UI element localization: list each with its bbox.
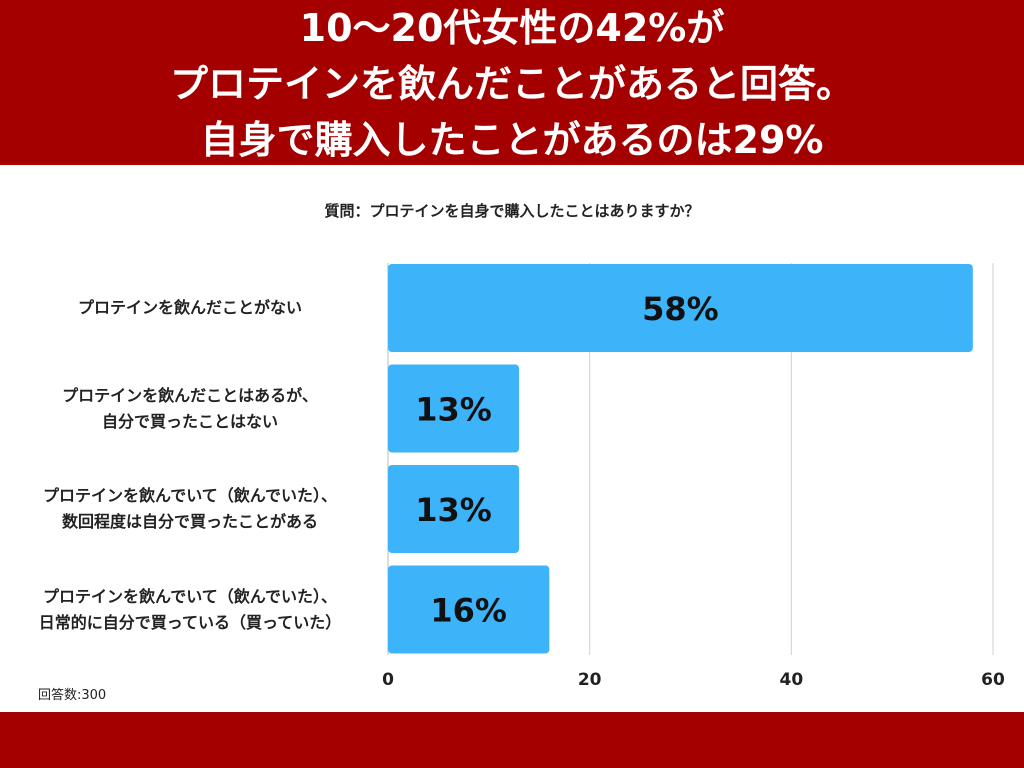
x-tick-label: 0 bbox=[382, 670, 394, 690]
category-label-3: プロテインを飲んでいて（飲んでいた）、 数回程度は自分で買ったことがある bbox=[0, 483, 380, 535]
bar-chart: 0 20 40 60 58% 13% 13% 16% bbox=[382, 263, 1005, 690]
category-label-4: プロテインを飲んでいて（飲んでいた）、 日常的に自分で買っている（買っていた） bbox=[0, 584, 380, 636]
footer-banner bbox=[0, 712, 1024, 768]
data-label-3: 13% bbox=[415, 491, 492, 529]
bar-4 bbox=[388, 565, 550, 654]
respondent-count: 回答数:300 bbox=[38, 688, 107, 703]
headline-line-2: プロテインを飲んだことがあると回答。 bbox=[169, 62, 854, 106]
category-label-line: プロテインを飲んでいて（飲んでいた）、 bbox=[43, 486, 337, 505]
category-label-line: 自分で買ったことはない bbox=[101, 411, 278, 431]
x-tick-label: 20 bbox=[578, 670, 602, 690]
data-label-1: 58% bbox=[642, 290, 719, 328]
bar-2 bbox=[388, 364, 520, 453]
x-tick-label: 40 bbox=[779, 670, 803, 690]
x-tick-label: 60 bbox=[981, 670, 1005, 690]
category-label-2: プロテインを飲んだことはあるが、 自分で買ったことはない bbox=[0, 383, 380, 435]
bar-1 bbox=[388, 264, 973, 352]
category-label-line: プロテインを飲んだことがない bbox=[77, 298, 302, 317]
headline-line-3: 自身で購入したことがあるのは29% bbox=[200, 118, 824, 162]
question-text: 質問：プロテインを自身で購入したことはありますか？ bbox=[324, 202, 700, 220]
headline-line-1: 10〜20代女性の42%が bbox=[299, 6, 725, 50]
bar-3 bbox=[388, 465, 520, 553]
category-label-line: プロテインを飲んだことはあるが、 bbox=[62, 385, 318, 405]
data-label-2: 13% bbox=[415, 391, 492, 429]
category-label-line: 日常的に自分で買っている（買っていた） bbox=[38, 612, 342, 632]
header-banner: 10〜20代女性の42%が プロテインを飲んだことがあると回答。 自身で購入した… bbox=[0, 0, 1024, 165]
category-label-1: プロテインを飲んだことがない bbox=[0, 295, 380, 321]
data-label-4: 16% bbox=[430, 592, 507, 630]
category-label-line: 数回程度は自分で買ったことがある bbox=[61, 512, 318, 531]
category-label-line: プロテインを飲んでいて（飲んでいた）、 bbox=[43, 586, 337, 606]
